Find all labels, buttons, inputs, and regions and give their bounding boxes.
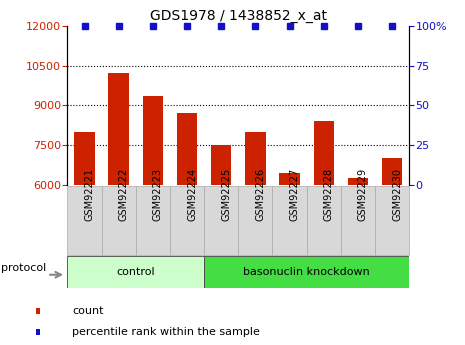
Bar bbox=[341, 186, 375, 255]
Bar bbox=[108, 73, 129, 185]
Bar bbox=[136, 186, 170, 255]
Text: count: count bbox=[72, 306, 104, 316]
Text: control: control bbox=[116, 267, 155, 277]
Bar bbox=[74, 132, 95, 185]
Text: GSM92224: GSM92224 bbox=[187, 168, 197, 221]
Text: basonuclin knockdown: basonuclin knockdown bbox=[243, 267, 370, 277]
Title: GDS1978 / 1438852_x_at: GDS1978 / 1438852_x_at bbox=[150, 9, 327, 23]
Text: GSM92225: GSM92225 bbox=[221, 168, 231, 221]
Bar bbox=[211, 145, 232, 185]
Text: GSM92222: GSM92222 bbox=[119, 168, 129, 221]
Bar bbox=[204, 186, 238, 255]
Bar bbox=[272, 186, 306, 255]
Bar bbox=[238, 186, 272, 255]
Bar bbox=[170, 186, 204, 255]
Bar bbox=[279, 172, 300, 185]
Bar bbox=[36, 328, 40, 335]
Bar bbox=[306, 186, 341, 255]
Bar bbox=[313, 121, 334, 185]
Bar bbox=[348, 178, 368, 185]
Text: GSM92223: GSM92223 bbox=[153, 168, 163, 221]
Text: GSM92229: GSM92229 bbox=[358, 168, 368, 221]
Bar bbox=[67, 256, 204, 288]
Bar bbox=[245, 132, 266, 185]
Text: GSM92230: GSM92230 bbox=[392, 168, 402, 221]
Text: GSM92227: GSM92227 bbox=[290, 168, 299, 221]
Bar bbox=[36, 307, 40, 314]
Text: percentile rank within the sample: percentile rank within the sample bbox=[72, 327, 260, 337]
Bar bbox=[382, 158, 402, 185]
Text: GSM92228: GSM92228 bbox=[324, 168, 334, 221]
Bar bbox=[375, 186, 409, 255]
Bar bbox=[177, 113, 197, 185]
Text: GSM92226: GSM92226 bbox=[255, 168, 266, 221]
Bar bbox=[143, 96, 163, 185]
Text: GSM92221: GSM92221 bbox=[85, 168, 94, 221]
Bar bbox=[67, 186, 101, 255]
Text: protocol: protocol bbox=[1, 263, 47, 273]
Bar bbox=[204, 256, 409, 288]
Bar bbox=[101, 186, 136, 255]
